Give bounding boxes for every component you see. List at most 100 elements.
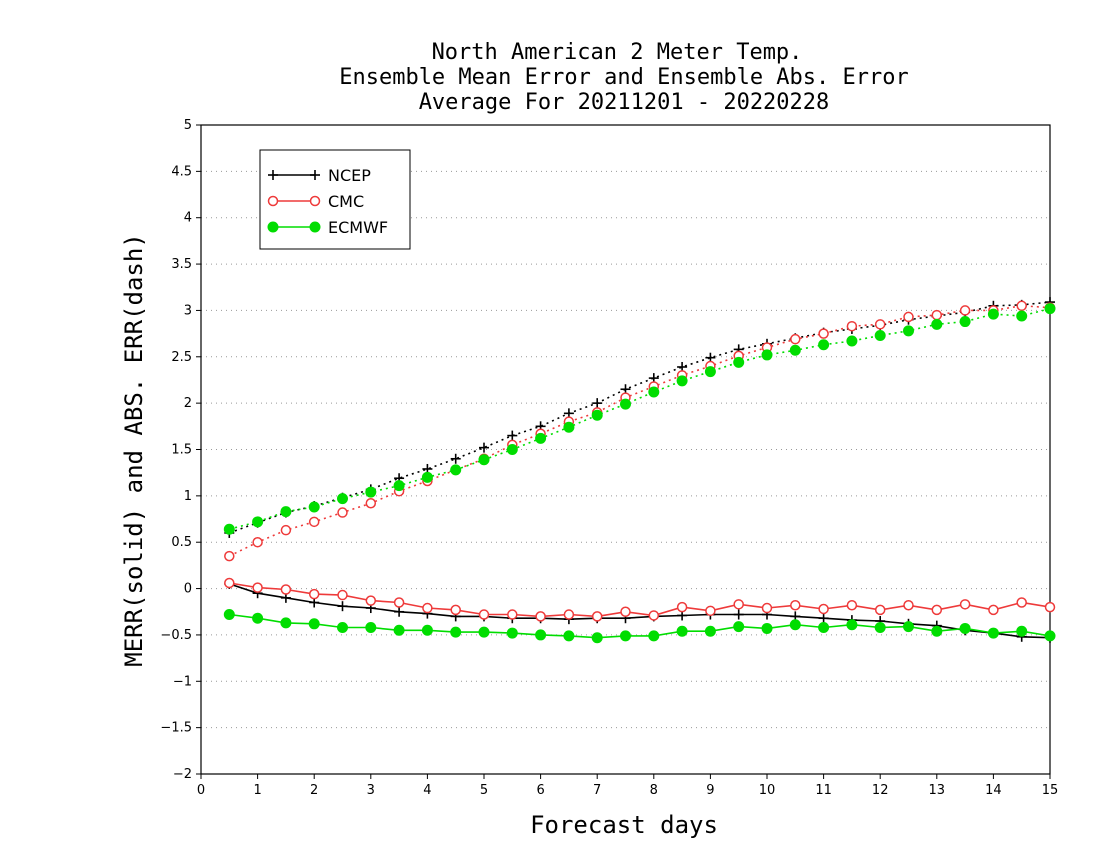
ecmwf-abs-error-point — [987, 308, 999, 320]
cmc-mean-error-point — [874, 604, 886, 616]
cmc-mean-error-point — [393, 597, 405, 608]
cmc-abs-error-point — [308, 516, 320, 528]
ncep-abs-error-point — [507, 430, 518, 441]
legend-marker — [309, 195, 321, 207]
cmc-abs-error-point — [874, 319, 886, 330]
ecmwf-abs-error-point — [535, 432, 547, 444]
ecmwf-mean-error-point — [591, 632, 603, 644]
x-tick-label: 6 — [536, 783, 544, 798]
ecmwf-abs-error-point — [1016, 310, 1028, 322]
legend: NCEP CMC ECMWF — [259, 149, 411, 250]
cmc-mean-error-point — [308, 588, 320, 600]
ncep-mean-error-point — [394, 606, 405, 617]
ecmwf-mean-error-point — [704, 625, 716, 637]
cmc-mean-error-point — [422, 602, 433, 614]
legend-label-ecmwf: ECMWF — [328, 218, 388, 237]
ecmwf-abs-error-point — [903, 325, 914, 337]
ecmwf-mean-error-point — [393, 624, 405, 636]
legend-marker — [309, 221, 321, 233]
legend-box — [259, 149, 411, 250]
ecmwf-abs-error-point — [704, 366, 716, 378]
cmc-mean-error-point — [733, 599, 744, 610]
x-tick-label: 4 — [423, 783, 431, 798]
cmc-mean-error-point — [818, 603, 829, 615]
cmc-mean-error-point — [591, 611, 603, 622]
ecmwf-abs-error-point — [506, 444, 518, 455]
cmc-mean-error-point — [450, 604, 461, 616]
cmc-abs-error-point — [224, 550, 235, 562]
cmc-mean-error-point — [705, 605, 716, 617]
ecmwf-mean-error-point — [733, 621, 745, 633]
ecmwf-mean-error-point — [223, 609, 235, 621]
x-tick-label: 3 — [367, 783, 375, 798]
cmc-mean-error-point — [846, 600, 858, 611]
y-tick-label: 0 — [184, 582, 192, 597]
y-tick-label: −2 — [173, 767, 192, 782]
ecmwf-mean-error-point — [308, 618, 320, 630]
ecmwf-abs-error-point — [818, 339, 830, 351]
ecmwf-abs-error-point — [591, 409, 603, 421]
x-tick-label: 15 — [1042, 783, 1059, 798]
y-tick-label: −0.5 — [160, 628, 192, 643]
cmc-mean-error-point — [507, 609, 518, 620]
x-tick-label: 0 — [197, 783, 205, 798]
ecmwf-mean-error-point — [761, 622, 773, 634]
ecmwf-abs-error-point — [846, 335, 858, 347]
chart-title-line-3: Average For 20211201 - 20220228 — [419, 90, 830, 115]
cmc-mean-error-point — [280, 584, 292, 595]
ecmwf-mean-error-point — [337, 622, 348, 634]
y-tick-label: 1 — [184, 489, 192, 504]
ecmwf-abs-error-point — [1044, 303, 1056, 315]
chart-title-line-1: North American 2 Meter Temp. — [432, 40, 803, 65]
ecmwf-abs-error-point — [421, 471, 433, 483]
cmc-mean-error-point — [988, 604, 999, 616]
cmc-mean-error-point — [761, 602, 773, 614]
legend-item-ncep: NCEP — [268, 166, 371, 185]
cmc-abs-error-point — [252, 536, 263, 548]
ecmwf-mean-error-point — [280, 617, 292, 629]
cmc-mean-error-point — [1016, 597, 1027, 608]
x-tick-label: 7 — [593, 783, 601, 798]
ncep-mean-error-point — [818, 613, 829, 624]
ecmwf-abs-error-point — [648, 386, 660, 398]
cmc-mean-error-point — [252, 582, 263, 593]
cmc-abs-error-point — [337, 507, 348, 518]
ecmwf-mean-error-point — [450, 626, 462, 638]
ncep-abs-error-line — [229, 301, 1051, 534]
series-cmc — [224, 300, 1056, 622]
series-ecmwf — [223, 303, 1056, 644]
ecmwf-mean-error-point — [648, 630, 660, 642]
y-tick-label: 2 — [184, 396, 192, 411]
ecmwf-mean-error-point — [421, 624, 433, 636]
legend-marker — [268, 170, 278, 180]
ecmwf-abs-error-point — [959, 316, 971, 328]
legend-item-cmc: CMC — [267, 192, 364, 211]
cmc-mean-error-point — [478, 609, 490, 620]
cmc-mean-error-point — [959, 599, 971, 610]
cmc-abs-error-point — [959, 305, 971, 316]
data-series — [223, 297, 1056, 644]
cmc-mean-error-point — [790, 600, 801, 611]
series-ncep — [224, 297, 1055, 643]
ecmwf-abs-error-point — [365, 486, 377, 498]
ecmwf-abs-error-point — [789, 344, 801, 356]
x-axis-label: Forecast days — [530, 811, 718, 839]
y-tick-label: 4 — [184, 211, 192, 226]
ecmwf-abs-error-point — [931, 318, 943, 330]
ecmwf-abs-error-point — [478, 454, 490, 466]
ecmwf-abs-error-point — [337, 493, 348, 505]
y-tick-label: 3 — [184, 303, 192, 318]
ecmwf-mean-error-point — [874, 622, 886, 634]
cmc-abs-error-point — [903, 311, 914, 323]
y-tick-label: 1.5 — [171, 443, 192, 458]
ecmwf-abs-error-point — [620, 398, 631, 410]
ncep-mean-error-point — [733, 609, 744, 620]
cmc-mean-error-point — [648, 610, 660, 621]
x-tick-label: 10 — [759, 783, 776, 798]
y-axis-label: MERR(solid) and ABS. ERR(dash) — [120, 233, 148, 666]
ecmwf-mean-error-point — [506, 627, 518, 639]
x-tick-label: 12 — [872, 783, 889, 798]
ncep-abs-error-point — [450, 453, 461, 464]
cmc-abs-error-point — [931, 309, 943, 321]
